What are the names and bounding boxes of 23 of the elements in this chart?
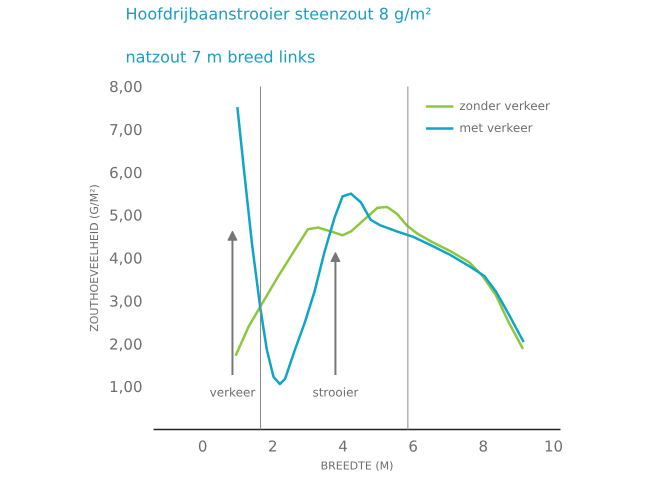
x-tick-label: 0 [198,438,208,456]
y-tick-label: 4,00 [109,250,143,268]
y-tick-label: 6,00 [109,164,143,182]
annotation: strooier [312,385,358,400]
line-series [234,206,524,358]
y-tick-label: 2,00 [109,335,143,354]
x-axis-title: BREEDTE (M) [320,460,394,472]
y-tick-label: 8,00 [109,78,143,96]
legend-label: zonder verkeer [459,99,550,113]
y-tick-label: 3,00 [109,292,143,310]
y-tick-label: 1,00 [109,378,143,396]
annotation: verkeer [210,385,256,400]
x-tick-label: 8 [478,438,488,456]
x-tick-label: 10 [544,438,564,456]
y-tick-label: 7,00 [109,120,143,139]
y-axis-title: ZOUTHOEVEELHEID (G/M²) [88,184,102,332]
x-tick-label: 4 [338,438,348,456]
chart-title: Hoofdrijbaanstrooier steenzout 8 g/m² [126,4,432,24]
chart-subtitle: natzout 7 m breed links [126,48,316,66]
y-tick-label: 5,00 [109,206,143,225]
x-tick-label: 6 [408,438,418,456]
legend-label: met verkeer [459,121,533,135]
x-tick-label: 2 [268,438,278,456]
